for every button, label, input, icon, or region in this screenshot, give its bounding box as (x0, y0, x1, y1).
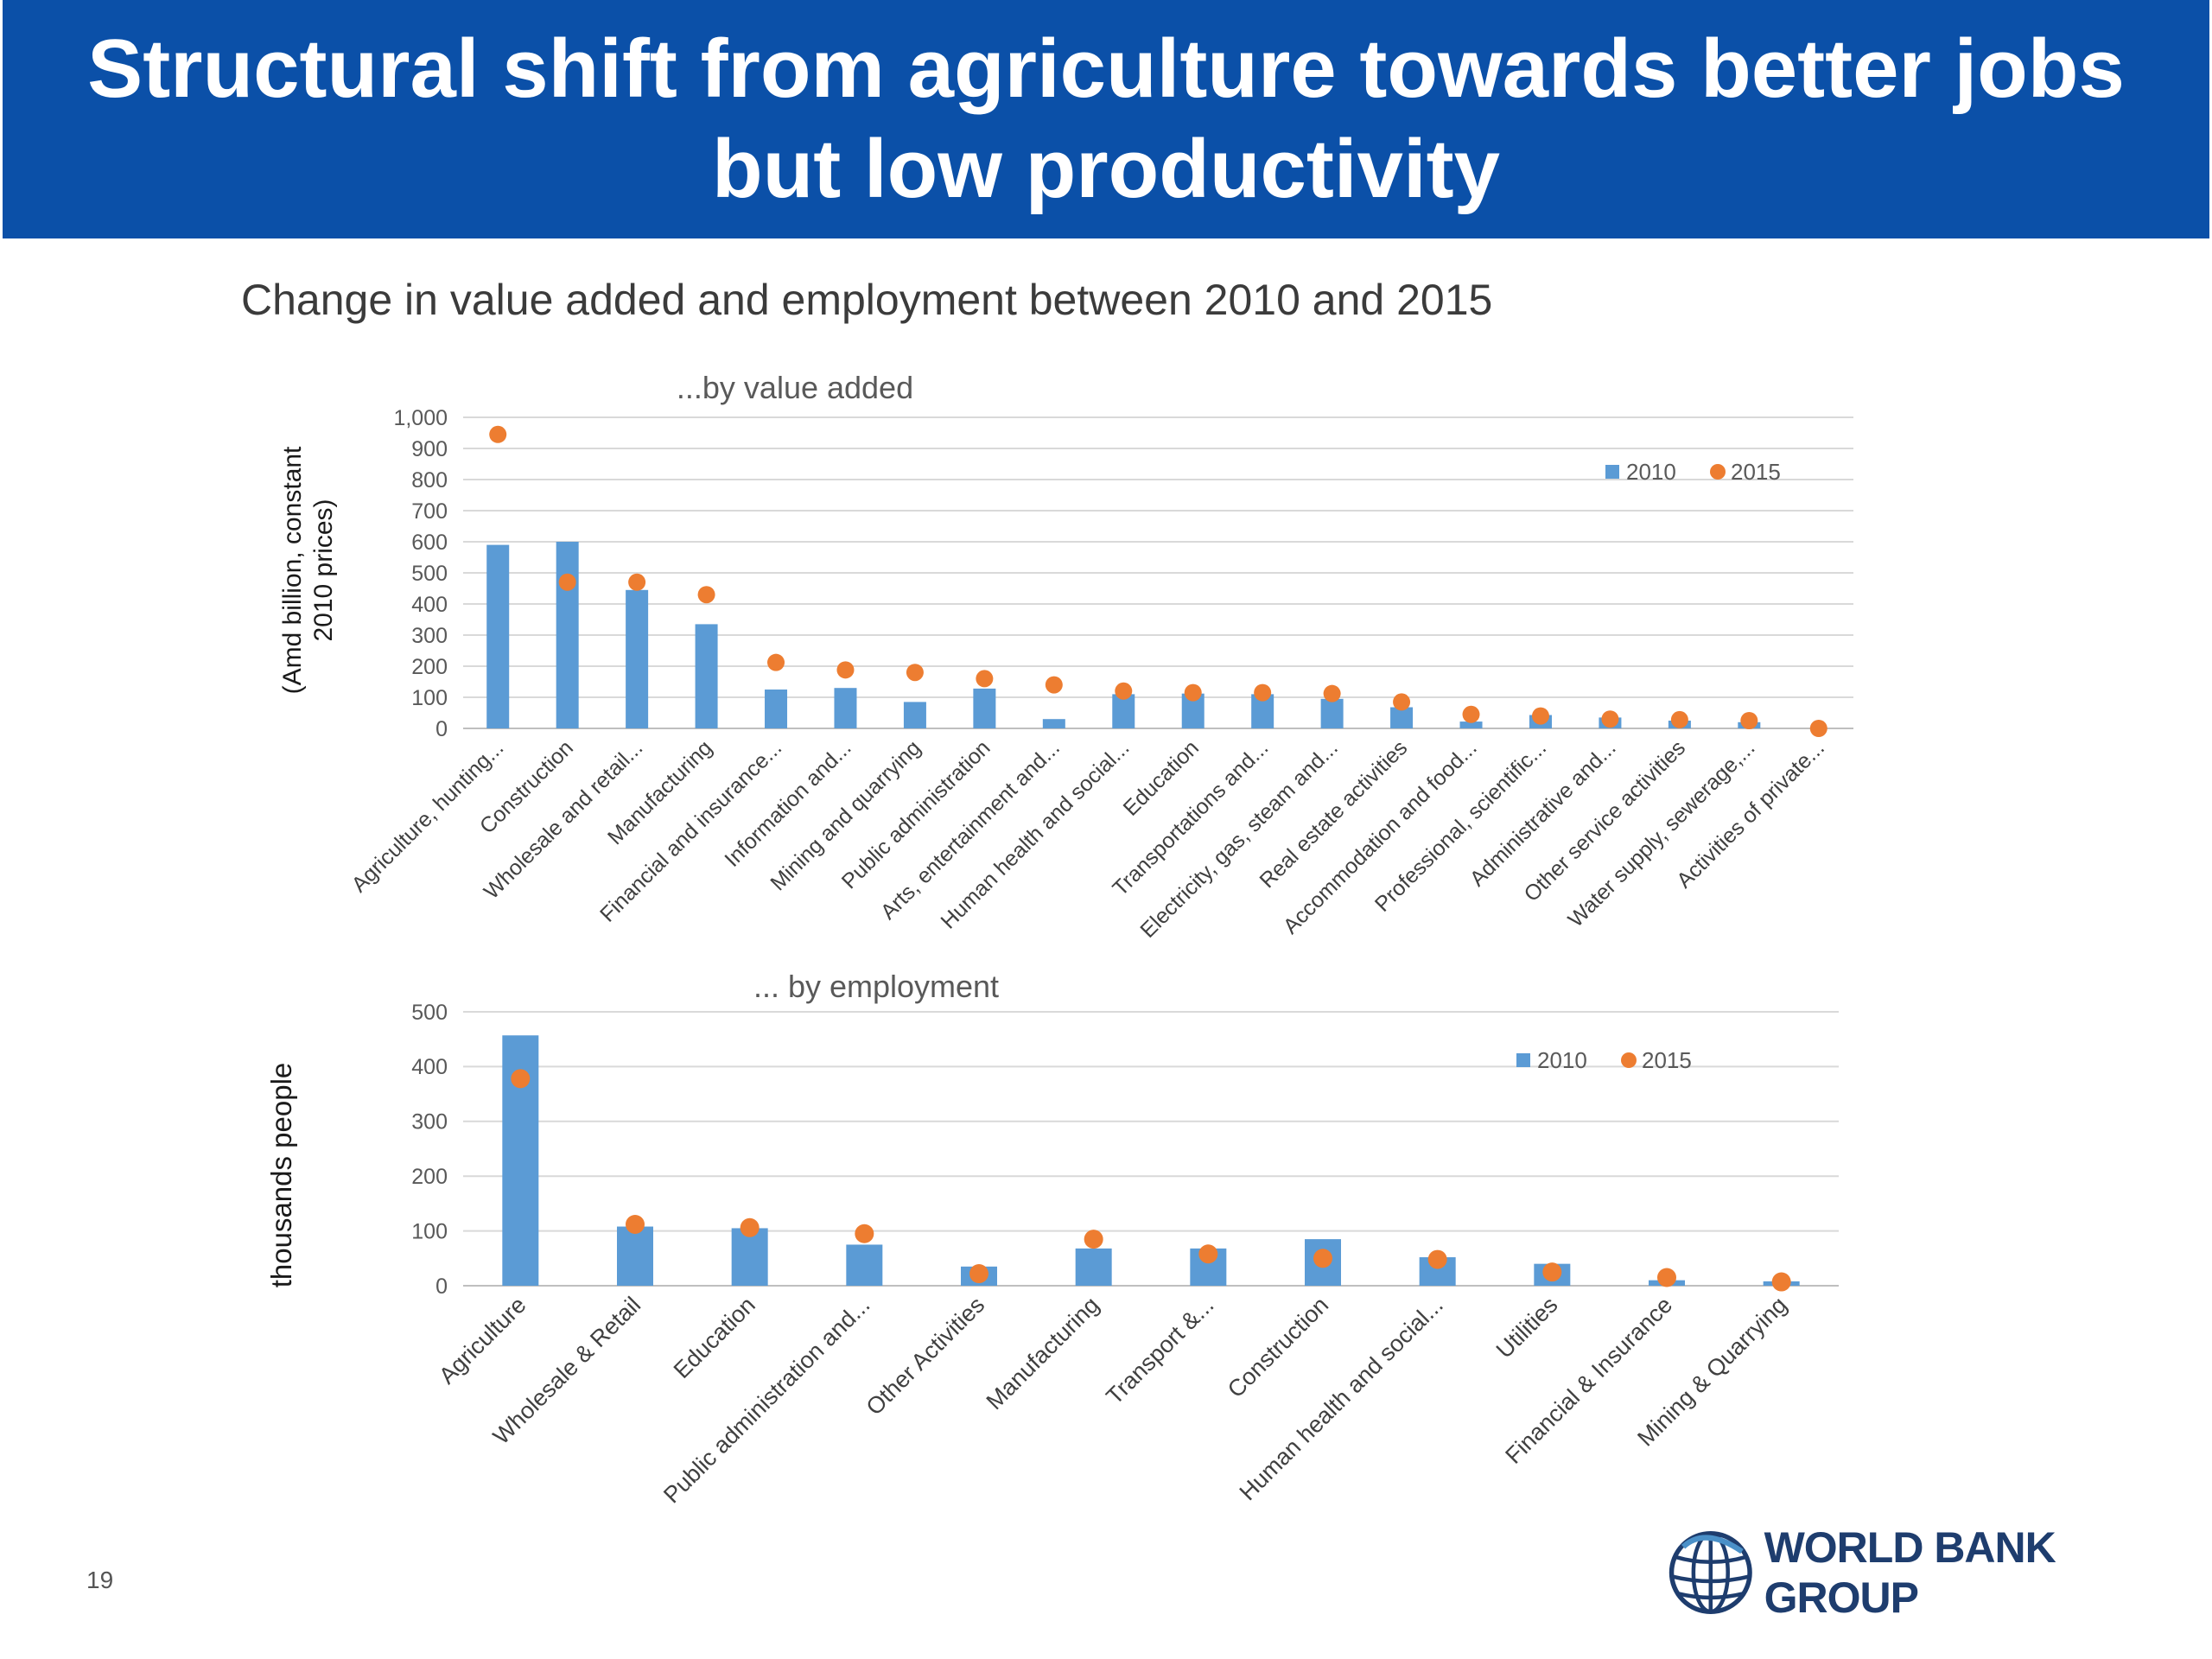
va-y-tick-label: 300 (411, 624, 448, 648)
emp-y-tick-label: 400 (411, 1055, 448, 1079)
emp-bar-2010 (1075, 1248, 1112, 1286)
emp-category-label: Public administration and... (658, 1292, 874, 1508)
va-y-tick-label: 1,000 (393, 406, 448, 430)
emp-dot-2015 (1657, 1268, 1676, 1287)
emp-category-label: Utilities (1491, 1292, 1563, 1363)
va-y-tick-label: 700 (411, 499, 448, 524)
emp-legend-swatch-2015 (1621, 1052, 1637, 1068)
emp-dot-2015 (1542, 1262, 1562, 1282)
va-legend-swatch-2010 (1605, 465, 1619, 479)
page-title-line1: Structural shift from agriculture toward… (87, 22, 2125, 115)
emp-category-label: Other Activities (861, 1292, 990, 1421)
va-bar-2010 (556, 542, 579, 728)
emp-bar-2010 (731, 1228, 768, 1286)
header-banner: Structural shift from agriculture toward… (3, 0, 2209, 238)
va-y-tick-label: 600 (411, 531, 448, 555)
emp-dot-2015 (1084, 1230, 1103, 1249)
emp-category-label: Manufacturing (982, 1292, 1104, 1414)
emp-dot-2015 (1198, 1244, 1218, 1264)
emp-dot-2015 (740, 1217, 760, 1237)
va-y-tick-label: 900 (411, 437, 448, 461)
emp-category-label: Transport &... (1101, 1292, 1218, 1409)
page-number: 19 (86, 1567, 114, 1593)
emp-dot-2015 (1427, 1249, 1447, 1269)
va-chart-title: ...by value added (677, 370, 913, 405)
va-bar-2010 (1390, 707, 1414, 728)
va-bar-2010 (834, 688, 857, 728)
va-legend-swatch-2015 (1710, 464, 1726, 480)
emp-bar-2010 (617, 1226, 653, 1286)
va-dot-2015 (558, 573, 576, 591)
va-bar-2010 (1042, 719, 1065, 728)
va-y-tick-label: 400 (411, 593, 448, 617)
va-dot-2015 (1393, 693, 1411, 711)
emp-dot-2015 (511, 1069, 531, 1089)
va-dot-2015 (976, 670, 994, 688)
va-dot-2015 (767, 653, 785, 671)
emp-y-axis-label: thousands people (265, 1063, 297, 1288)
va-y-tick-label: 100 (411, 686, 448, 710)
va-dot-2015 (628, 573, 646, 591)
va-legend-label-2010: 2010 (1626, 459, 1676, 485)
emp-dot-2015 (626, 1214, 645, 1234)
emp-dot-2015 (1313, 1249, 1332, 1268)
va-legend-label-2015: 2015 (1731, 459, 1781, 485)
va-y-tick-label: 0 (435, 717, 448, 741)
va-y-tick-label: 800 (411, 468, 448, 493)
slide-subtitle: Change in value added and employment bet… (241, 276, 1493, 324)
va-bar-2010 (973, 688, 996, 728)
emp-category-label: Education (669, 1292, 760, 1383)
emp-dot-2015 (1771, 1272, 1791, 1292)
va-dot-2015 (1045, 676, 1063, 694)
emp-chart-title: ... by employment (753, 969, 999, 1004)
va-dot-2015 (1531, 707, 1549, 725)
va-dot-2015 (489, 425, 507, 443)
emp-dot-2015 (969, 1264, 988, 1284)
va-bar-2010 (695, 624, 718, 728)
emp-y-tick-label: 500 (411, 1001, 448, 1025)
world-bank-logo: WORLD BANK GROUP (1668, 1521, 2177, 1624)
va-bar-2010 (1320, 698, 1344, 728)
va-bar-2010 (486, 544, 510, 728)
va-dot-2015 (1601, 710, 1619, 728)
emp-dot-2015 (855, 1224, 874, 1243)
va-dot-2015 (1254, 683, 1272, 702)
va-dot-2015 (836, 661, 855, 679)
va-dot-2015 (697, 586, 715, 604)
emp-legend-label-2015: 2015 (1642, 1047, 1692, 1073)
emp-category-label: Construction (1223, 1292, 1333, 1402)
va-dot-2015 (1670, 710, 1688, 728)
logo-text: WORLD BANK GROUP (1764, 1523, 2056, 1622)
va-y-tick-label: 500 (411, 562, 448, 586)
va-dot-2015 (1115, 682, 1133, 700)
va-bar-2010 (903, 702, 926, 728)
va-y-axis-label: (Amd billion, constant 2010 prices) (278, 446, 338, 694)
emp-legend-label-2010: 2010 (1537, 1047, 1587, 1073)
va-bar-2010 (1112, 694, 1135, 728)
page-title: Structural shift from agriculture toward… (26, 19, 2186, 219)
va-dot-2015 (1740, 712, 1758, 729)
emp-y-tick-label: 0 (435, 1274, 448, 1299)
page-title-line2: but low productivity (712, 123, 1500, 215)
emp-legend-swatch-2010 (1516, 1053, 1530, 1067)
emp-y-tick-label: 200 (411, 1165, 448, 1189)
globe-icon (1669, 1531, 1752, 1614)
va-dot-2015 (1809, 720, 1827, 737)
emp-bar-2010 (846, 1244, 883, 1286)
emp-y-tick-label: 300 (411, 1110, 448, 1135)
va-bar-2010 (1459, 721, 1483, 728)
value-added-chart: 01002003004005006007008009001,000Agricul… (278, 370, 1853, 943)
emp-category-label: Human health and social... (1235, 1292, 1448, 1505)
va-dot-2015 (1462, 705, 1480, 723)
va-bar-2010 (765, 690, 788, 728)
va-dot-2015 (1323, 684, 1341, 702)
emp-category-label: Agriculture (434, 1292, 531, 1389)
va-y-tick-label: 200 (411, 655, 448, 679)
va-dot-2015 (906, 664, 924, 682)
va-bar-2010 (626, 589, 649, 728)
emp-y-tick-label: 100 (411, 1219, 448, 1243)
va-dot-2015 (1184, 683, 1202, 702)
